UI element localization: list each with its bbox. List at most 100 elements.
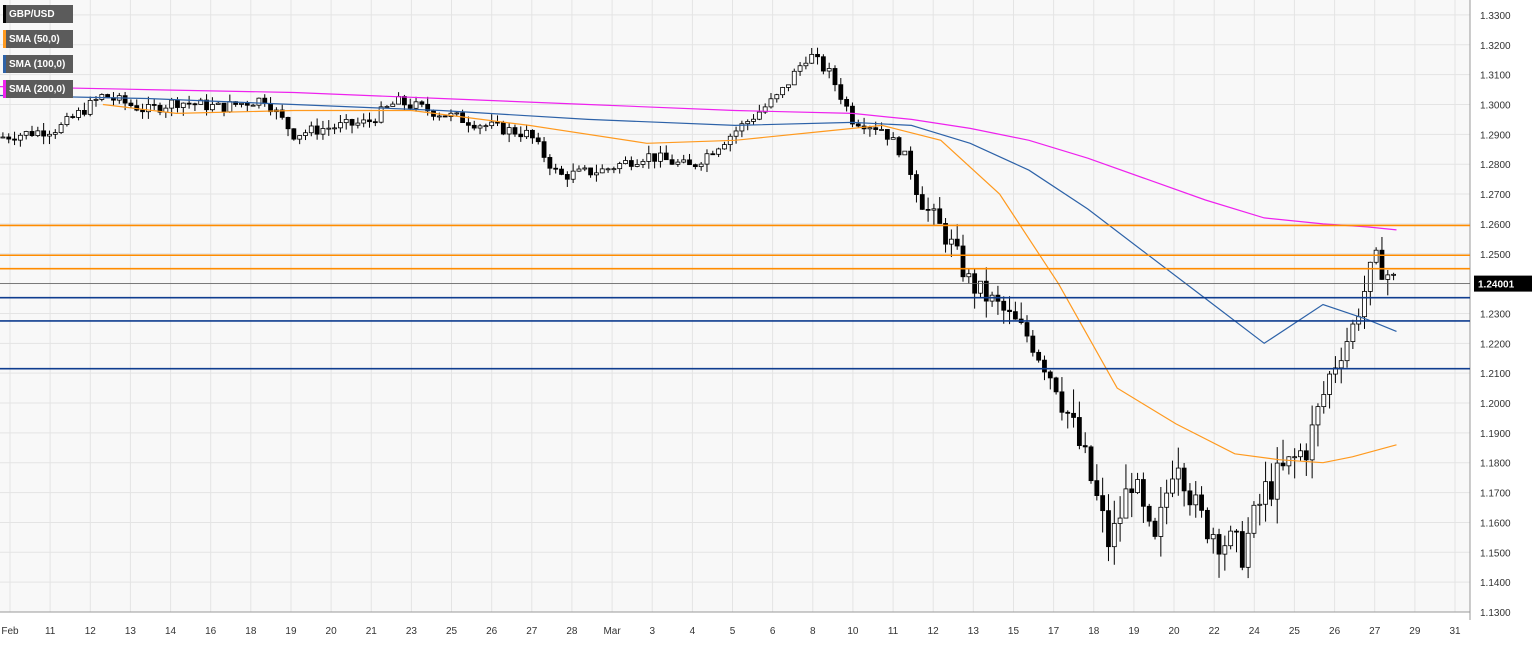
candle-body	[1036, 351, 1042, 361]
candle-body	[669, 159, 675, 165]
candle-body	[756, 111, 762, 120]
candle-body	[186, 102, 192, 105]
candle-body	[762, 106, 768, 113]
candle-body	[582, 167, 588, 170]
candle-body	[1024, 322, 1030, 337]
candle-body	[52, 132, 58, 135]
candle-body	[81, 110, 87, 115]
candle-body	[1082, 445, 1088, 448]
candle-body	[832, 68, 838, 86]
candle-body	[471, 124, 477, 129]
candle-body	[1251, 504, 1257, 534]
candle-body	[675, 161, 681, 165]
candle-body	[1042, 359, 1047, 373]
x-tick-label: 20	[326, 626, 338, 637]
x-tick-label: 6	[770, 626, 776, 637]
candle-body	[326, 127, 332, 130]
candle-body	[1001, 300, 1007, 311]
candle-body	[1309, 424, 1315, 461]
x-tick-label: 3	[649, 626, 655, 637]
candle-body	[1030, 335, 1036, 353]
y-tick-label: 1.1300	[1480, 608, 1511, 619]
x-tick-label: 31	[1449, 626, 1461, 637]
candle-body	[914, 174, 919, 195]
candle-body	[966, 273, 972, 278]
x-tick-label: 13	[968, 626, 980, 637]
candle-body	[663, 152, 669, 161]
candle-body	[23, 131, 29, 136]
x-tick-label: Mar	[603, 626, 621, 637]
x-tick-label: 18	[245, 626, 257, 637]
legend-label: GBP/USD	[9, 8, 55, 20]
candle-body	[890, 137, 896, 140]
y-tick-label: 1.2100	[1480, 369, 1511, 380]
x-tick-label: 4	[690, 626, 696, 637]
sma100-line	[0, 94, 1397, 345]
candle-body	[768, 98, 774, 108]
candle-body	[343, 119, 349, 124]
candle-body	[879, 129, 884, 131]
candle-body	[279, 109, 285, 118]
candle-body	[1117, 517, 1123, 524]
legend-label: SMA (100,0)	[9, 58, 66, 70]
candle-body	[855, 123, 861, 127]
candle-body	[1123, 488, 1129, 519]
x-tick-label: 10	[847, 626, 859, 637]
candle-body	[128, 102, 134, 107]
candle-body	[367, 119, 372, 123]
x-tick-label: 15	[1008, 626, 1020, 637]
candle-body	[594, 172, 599, 176]
candle-body	[442, 115, 448, 118]
candle-body	[692, 164, 698, 168]
candle-body	[983, 280, 989, 302]
y-tick-label: 1.3000	[1480, 100, 1511, 111]
y-tick-label: 1.1600	[1480, 518, 1511, 529]
candle-body	[826, 68, 832, 72]
candle-body	[169, 99, 175, 109]
candle-body	[1367, 261, 1373, 292]
candle-body	[6, 136, 12, 140]
sma50-line	[102, 103, 1397, 464]
candle-body	[652, 153, 658, 162]
candle-body	[512, 127, 518, 135]
candle-body	[1199, 494, 1204, 511]
candle-body	[466, 122, 471, 126]
candle-body	[425, 103, 431, 112]
candle-body	[791, 70, 797, 86]
candle-body	[739, 123, 745, 132]
current-price-label: 1.24001	[1478, 280, 1515, 291]
candle-body	[1210, 534, 1216, 540]
candle-body	[1327, 373, 1332, 395]
y-tick-label: 1.2200	[1480, 339, 1511, 350]
candle-body	[559, 168, 564, 175]
candle-body	[1263, 481, 1268, 505]
candle-body	[483, 125, 489, 128]
candle-body	[250, 104, 256, 107]
x-tick-label: 25	[1289, 626, 1301, 637]
candle-body	[495, 121, 500, 124]
candle-body	[192, 103, 198, 106]
candle-body	[751, 118, 756, 122]
candle-body	[628, 160, 634, 167]
candle-body	[1094, 480, 1100, 496]
candle-body	[1268, 481, 1274, 500]
candle-body	[157, 104, 163, 113]
current-price-badge	[1474, 275, 1532, 292]
candle-body	[477, 125, 483, 129]
candle-body	[1100, 495, 1106, 512]
candle-body	[704, 153, 710, 165]
candle-body	[902, 150, 908, 156]
candle-body	[372, 121, 378, 124]
candle-body	[332, 127, 337, 130]
candle-body	[1135, 479, 1140, 494]
candle-body	[1321, 394, 1327, 408]
x-tick-label: 5	[730, 626, 736, 637]
candle-body	[140, 109, 145, 113]
candle-body	[1164, 492, 1170, 508]
candle-body	[1175, 467, 1181, 480]
candle-body	[535, 137, 541, 143]
candle-body	[17, 134, 23, 141]
candle-body	[780, 87, 786, 96]
candle-body	[70, 116, 76, 118]
